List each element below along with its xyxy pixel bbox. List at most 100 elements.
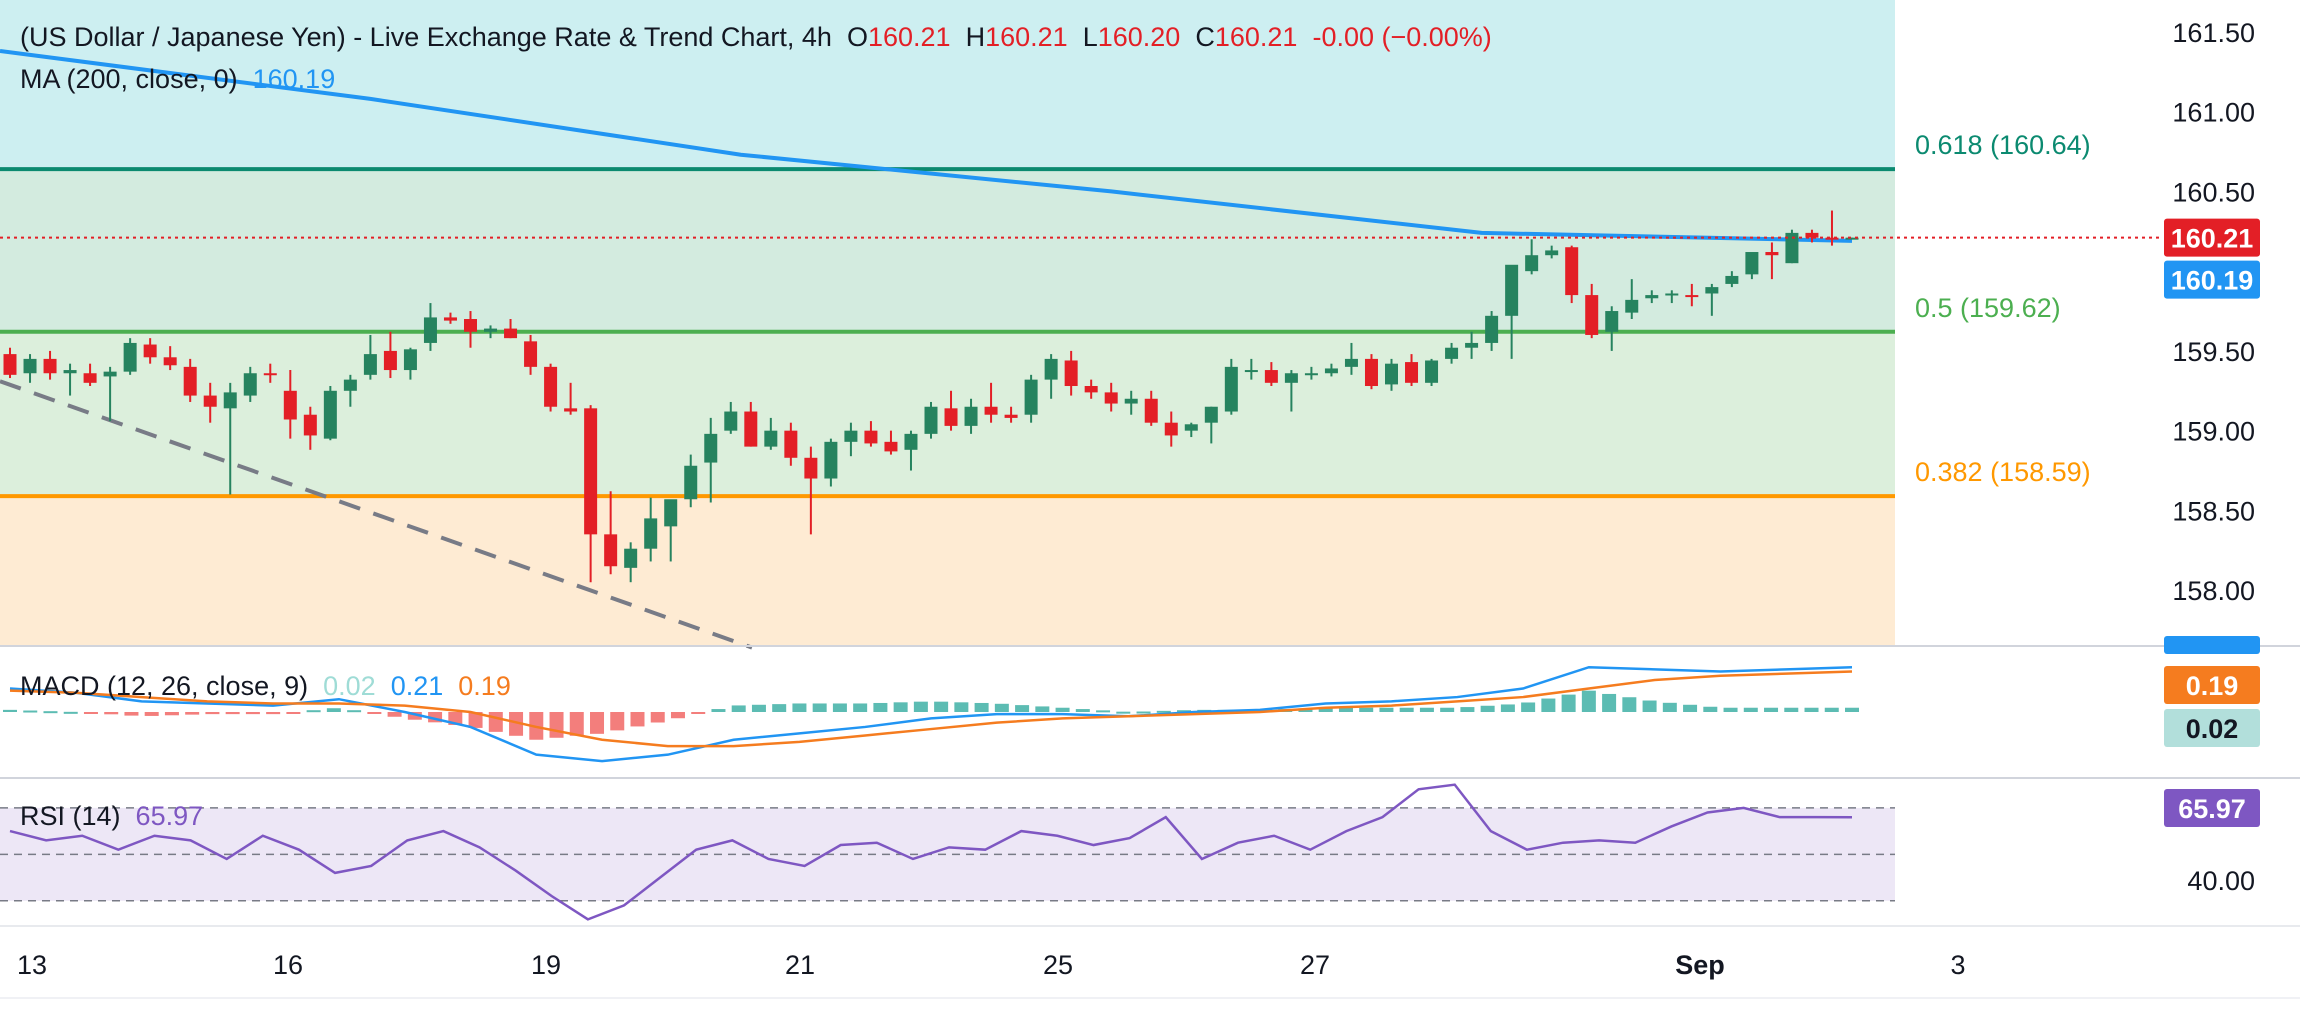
candle-body <box>504 328 518 339</box>
macd-hist-bar <box>468 712 483 728</box>
candle-body <box>1104 392 1118 404</box>
candle-body <box>704 433 718 463</box>
candle-body <box>183 366 197 396</box>
candle-body <box>684 465 698 500</box>
rsi-legend-value: 65.97 <box>135 801 204 831</box>
macd-hist-bar <box>873 702 888 712</box>
rsi-legend[interactable]: RSI (14) 65.97 <box>20 801 203 832</box>
candle-body <box>1745 252 1759 275</box>
macd-hist-bar <box>1156 710 1171 713</box>
macd-hist-bar <box>893 702 908 712</box>
time-tick-label: 13 <box>17 950 47 980</box>
macd-hist-bar <box>488 712 503 732</box>
candle-body <box>383 350 397 371</box>
macd-hist-bar <box>792 703 807 712</box>
macd-hist-bar <box>63 711 78 714</box>
candle-body <box>824 441 838 479</box>
candle-body <box>1805 232 1819 238</box>
candle-body <box>1445 347 1459 359</box>
macd-hist-bar <box>832 703 847 712</box>
zone-618-50 <box>0 169 1895 332</box>
rsi-legend-label: RSI (14) <box>20 801 121 831</box>
candle-body <box>764 430 778 447</box>
macd-hist-bar <box>1015 705 1030 712</box>
candle-body <box>1304 373 1318 376</box>
candle-body <box>203 395 217 407</box>
macd-hist-bar <box>326 708 341 712</box>
macd-hist-bar <box>1480 705 1495 712</box>
price-axis[interactable]: 161.50161.00160.50160.00159.50159.00158.… <box>2172 18 2255 606</box>
ohlc-high-label: H <box>965 22 986 52</box>
candle-body <box>984 406 998 415</box>
rsi-badge: 65.97 <box>2178 794 2246 824</box>
candle-body <box>924 406 938 434</box>
macd-hist-bar <box>670 712 685 719</box>
macd-legend-label: MACD (12, 26, close, 9) <box>20 671 309 701</box>
price-tick-label: 161.50 <box>2172 18 2255 48</box>
candle-body <box>263 373 277 376</box>
candle-body <box>283 390 297 420</box>
ohlc-low-label: L <box>1082 22 1098 52</box>
candle-body <box>1625 299 1639 313</box>
macd-hist-bar <box>569 712 584 736</box>
candle-body <box>604 534 618 567</box>
macd-hist-bar <box>1419 707 1434 712</box>
macd-hist-bar <box>1136 711 1151 714</box>
candle-body <box>1184 424 1198 431</box>
ma-legend-value: 160.19 <box>252 64 336 94</box>
macd-hist-bar <box>1359 707 1374 712</box>
candle-body <box>484 328 498 332</box>
candle-body <box>1084 386 1098 393</box>
macd-hist-bar <box>428 712 443 723</box>
ma-legend-label: MA (200, close, 0) <box>20 64 238 94</box>
candle-body <box>323 390 337 439</box>
rsi-pane: 40.00 <box>0 783 2255 921</box>
macd-hist-bar <box>185 712 200 715</box>
candle-body <box>243 373 257 396</box>
ma-legend[interactable]: MA (200, close, 0) 160.19 <box>20 64 335 95</box>
macd-hist-bar <box>610 712 625 731</box>
macd-legend[interactable]: MACD (12, 26, close, 9) 0.02 0.21 0.19 <box>20 671 511 702</box>
macd-hist-bar <box>144 712 159 716</box>
macd-hist-bar <box>1541 698 1556 712</box>
candle-body <box>1645 295 1659 299</box>
macd-hist-badge: 0.02 <box>2186 714 2239 744</box>
candle-body <box>1425 360 1439 383</box>
macd-hist-bar <box>974 702 989 712</box>
ma200-polyline <box>0 49 1853 243</box>
macd-hist-bar <box>1338 707 1353 712</box>
candle-body <box>1224 366 1238 412</box>
candle-body <box>1605 311 1619 332</box>
candle-body <box>1565 247 1579 296</box>
macd-hist-bar <box>1177 710 1192 713</box>
chart-title: (US Dollar / Japanese Yen) - Live Exchan… <box>20 22 832 52</box>
macd-hist-bar <box>1622 697 1637 712</box>
price-badge: 160.21 <box>2171 224 2254 254</box>
ma-badge-bg <box>2164 260 2260 299</box>
candle-body <box>1164 422 1178 436</box>
candle-body <box>524 341 538 367</box>
fib-label-0: 0.618 (160.64) <box>1915 130 2091 160</box>
candle-body <box>143 344 157 358</box>
macd-hist-bar <box>1723 707 1738 712</box>
candle-body <box>223 392 237 409</box>
zone-below-382 <box>0 496 1895 646</box>
macd-hist-bar <box>1824 707 1839 712</box>
macd-line <box>9 665 1853 763</box>
macd-hist-bar <box>1460 707 1475 712</box>
macd-hist-bar <box>630 712 645 727</box>
time-axis[interactable]: 13 16 19 21 25 27 Sep 3 <box>17 950 1966 980</box>
price-tick-label: 159.50 <box>2172 337 2255 367</box>
macd-hist-bar <box>1642 700 1657 712</box>
candle-body <box>804 457 818 479</box>
macd-hist-bar <box>994 703 1009 712</box>
candle-body <box>343 379 357 391</box>
macd-hist-bar <box>711 709 726 712</box>
macd-hist-bar <box>1379 707 1394 712</box>
macd-hist-bar <box>812 703 827 712</box>
time-tick-label: Sep <box>1675 950 1725 980</box>
ohlc-close-value: 160.21 <box>1214 22 1298 52</box>
candle-body <box>1665 293 1679 296</box>
